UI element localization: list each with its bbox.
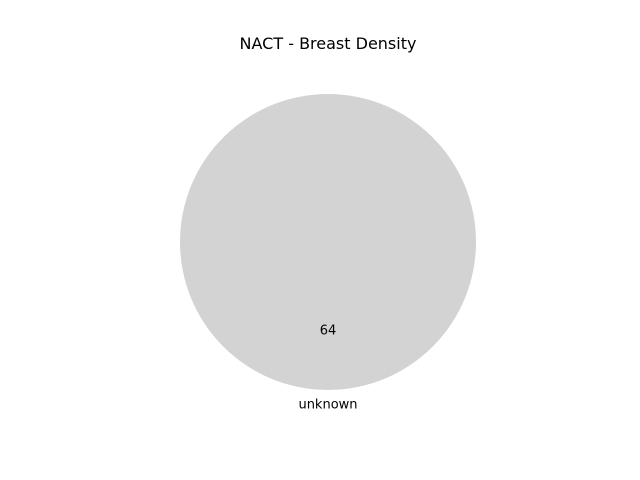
chart-title: NACT - Breast Density [240,34,417,53]
slice-label-unknown: unknown [298,397,357,412]
pie-slice-unknown [180,94,476,390]
slice-value-unknown: 64 [320,323,337,338]
pie-slices [180,94,476,390]
pie-labels: unknown 64 [298,323,357,412]
